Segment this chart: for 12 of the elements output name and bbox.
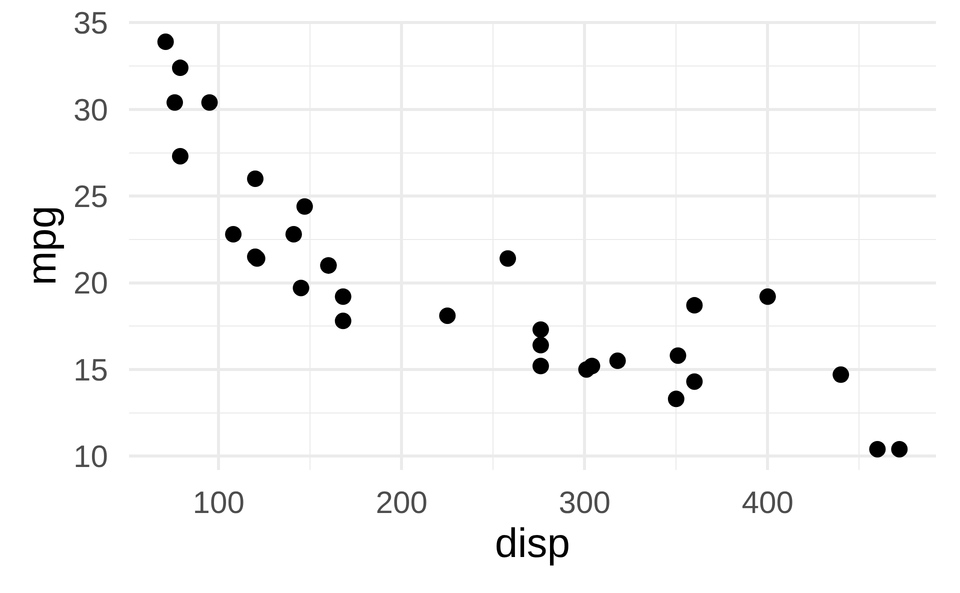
y-tick-label: 35 xyxy=(74,6,108,41)
x-tick-label: 100 xyxy=(192,485,245,520)
x-axis-title: disp xyxy=(494,520,570,566)
y-tick-label: 25 xyxy=(74,178,108,214)
y-tick-label: 15 xyxy=(74,352,108,388)
y-tick-label: 10 xyxy=(74,438,108,474)
x-tick-label: 400 xyxy=(742,485,794,520)
y-tick-label: 20 xyxy=(74,266,108,301)
y-axis-title: mpg xyxy=(18,206,65,286)
x-tick-label: 200 xyxy=(376,485,428,520)
x-tick-label: 300 xyxy=(558,485,611,520)
y-tick-label: 30 xyxy=(74,92,108,128)
